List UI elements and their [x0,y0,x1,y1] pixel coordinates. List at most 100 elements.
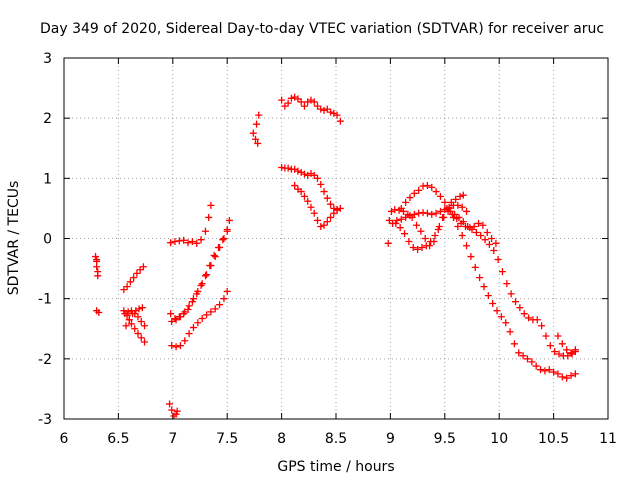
data-point [205,213,213,221]
data-point [519,352,527,360]
data-point [189,295,197,303]
data-point [475,219,483,227]
data-point [197,236,205,244]
data-point [492,239,500,247]
data-point [406,212,414,220]
data-point [201,272,209,280]
data-point [310,98,318,106]
data-point [528,358,536,366]
data-point [502,319,510,327]
data-point [278,96,286,104]
data-point [93,263,101,271]
y-tick-label: -1 [38,292,52,308]
x-tick-label: 10.5 [538,431,569,447]
data-point [307,203,315,211]
data-point [168,406,176,414]
series-s7 [167,201,215,247]
data-point [300,192,308,200]
data-point [485,241,493,249]
data-point [564,352,572,360]
data-point [297,188,305,196]
x-tick-label: 6 [60,431,69,447]
data-point [418,244,426,252]
data-point [188,238,196,246]
data-point [127,320,135,328]
data-point [488,235,496,242]
data-point [207,308,215,316]
data-point [198,315,206,323]
data-point [333,206,341,214]
series-s13 [278,93,344,125]
y-tick-label: 3 [43,51,52,67]
data-point [554,370,562,378]
data-point [480,283,488,291]
data-point [409,244,417,252]
y-tick-label: -2 [38,352,52,368]
data-point [137,318,145,326]
data-point [120,307,128,315]
data-point [551,348,559,356]
data-point [203,311,211,319]
data-point [452,195,460,203]
data-point [168,318,176,326]
data-point [464,222,472,230]
x-tick-label: 9 [386,431,395,447]
data-point [223,287,231,295]
data-point [134,313,142,321]
data-point [94,272,102,280]
data-point [567,349,575,357]
series-s6 [122,304,146,330]
x-tick-label: 8 [277,431,286,447]
data-point [172,410,180,418]
data-point [506,328,514,336]
data-point [207,262,215,270]
data-point [320,106,328,114]
data-point [168,342,176,350]
data-point [493,307,501,315]
data-point [436,192,444,200]
data-point [130,274,138,282]
data-point [294,95,302,103]
data-point [490,247,498,255]
data-point [223,225,231,233]
data-point [459,218,467,226]
data-point [281,102,289,110]
data-point [185,330,193,338]
data-point [512,298,520,306]
data-point [555,350,563,358]
data-point [392,219,400,227]
series-s21 [554,332,579,357]
series-s10 [168,287,231,351]
data-point [211,253,219,261]
x-tick-label: 7 [168,431,177,447]
data-point [515,349,523,357]
data-point [201,227,209,235]
data-point [181,337,189,345]
data-point [166,400,174,408]
series-s9 [168,225,231,326]
data-point [317,105,325,113]
data-point [397,215,405,223]
data-point [463,242,471,250]
series-s20 [446,207,579,360]
data-point [401,230,409,238]
data-point [405,238,413,246]
data-point [427,238,435,246]
data-point [456,192,464,200]
series-s11 [166,400,181,420]
data-point [454,201,462,209]
data-point [567,372,575,380]
data-point [124,308,132,316]
data-point [188,298,196,306]
data-point [323,218,331,226]
data-point [333,111,341,119]
data-point [550,368,558,376]
data-point [428,183,436,191]
data-point [304,197,312,205]
data-point [481,236,489,244]
data-point [131,325,139,333]
data-point [203,271,211,279]
series-s3 [120,263,147,294]
data-point [172,316,180,324]
data-point [314,102,322,110]
